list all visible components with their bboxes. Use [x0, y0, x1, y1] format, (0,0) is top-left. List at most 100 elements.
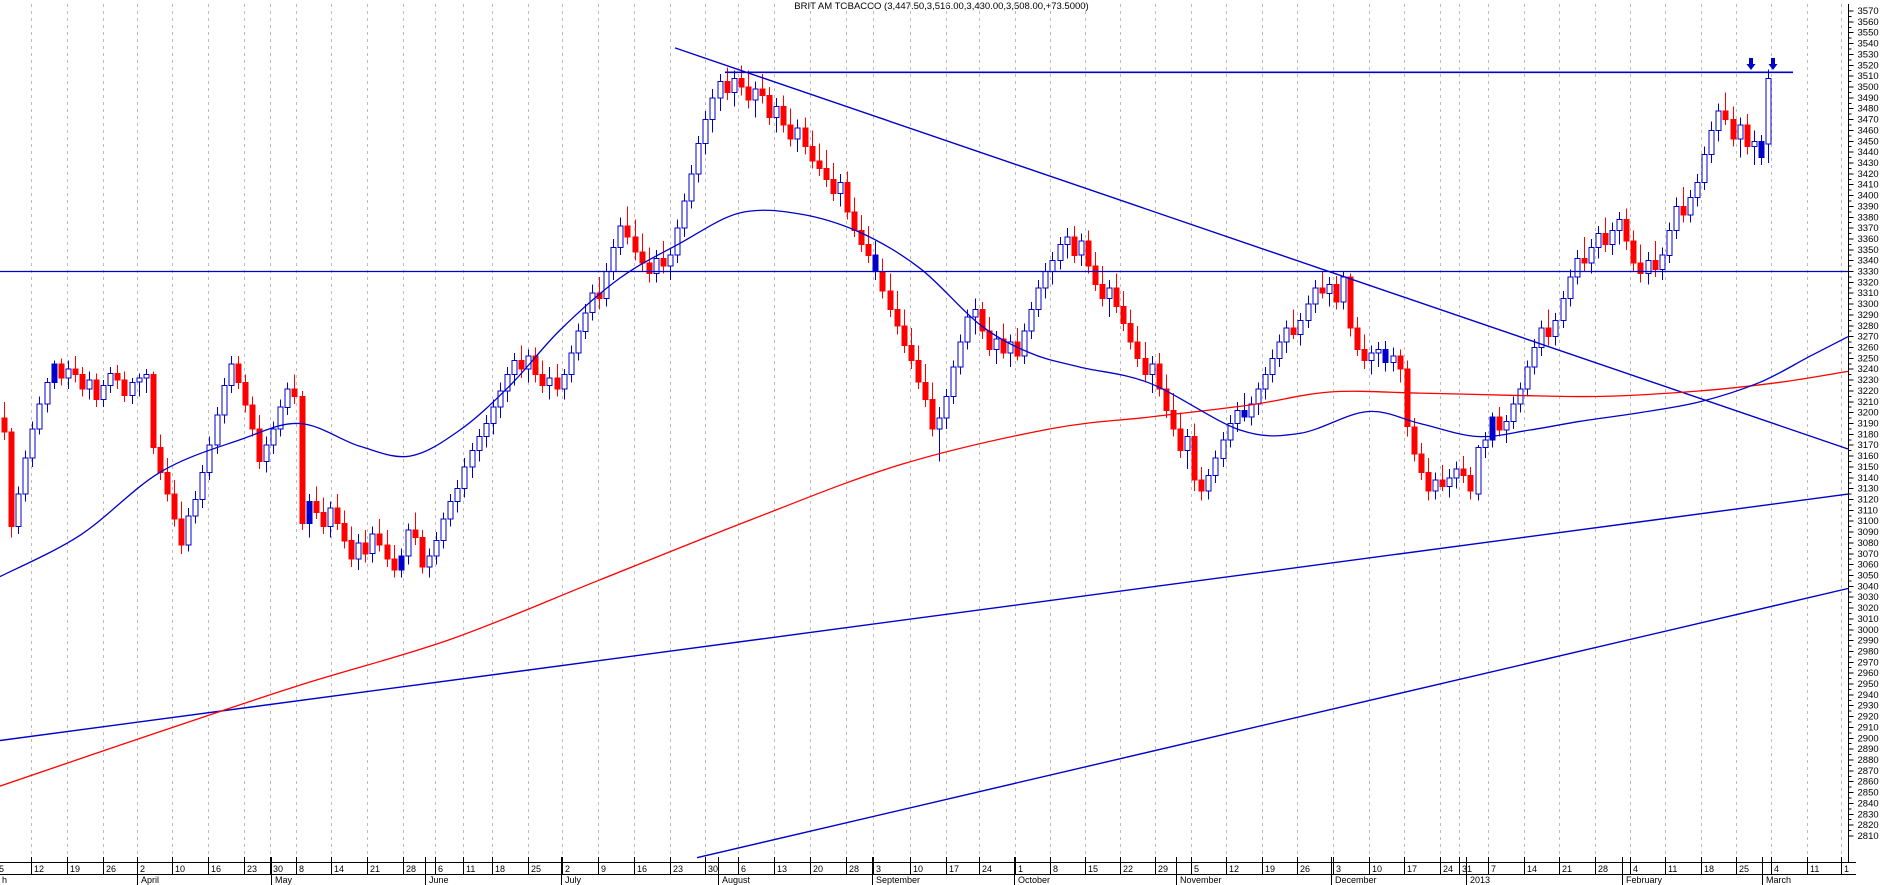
price-tick-label: 2960	[1858, 668, 1879, 679]
annotation-arrows	[1746, 58, 1778, 70]
price-tick-label: 3250	[1858, 353, 1879, 364]
price-tick-label: 3260	[1858, 343, 1879, 354]
price-tick-label: 2820	[1858, 820, 1879, 831]
week-tick-label: 14	[334, 864, 344, 874]
price-tick-label: 2950	[1858, 679, 1879, 690]
week-tick-label: 21	[1562, 864, 1572, 874]
price-tick-label: 3480	[1858, 104, 1879, 115]
month-label: August	[722, 875, 751, 885]
week-tick-label: 17	[1407, 864, 1417, 874]
price-tick-label: 3430	[1858, 158, 1879, 169]
week-tick-label: 20	[813, 864, 823, 874]
price-tick-label: 3320	[1858, 277, 1879, 288]
price-tick-label: 3530	[1858, 49, 1879, 60]
month-label: November	[1180, 875, 1222, 885]
price-tick-label: 3410	[1858, 180, 1879, 191]
week-tick-label: 13	[777, 864, 787, 874]
month-label: June	[429, 875, 449, 885]
price-tick-label: 3560	[1858, 17, 1879, 28]
price-tick-label: 3400	[1858, 191, 1879, 202]
price-tick-label: 2840	[1858, 798, 1879, 809]
week-tick-label: 24	[1443, 864, 1453, 874]
price-tick-label: 2880	[1858, 755, 1879, 766]
price-tick-label: 3380	[1858, 212, 1879, 223]
week-tick-label: 6	[741, 864, 746, 874]
month-label: March	[1766, 875, 1791, 885]
price-tick-label: 2940	[1858, 690, 1879, 701]
price-tick-label: 3080	[1858, 538, 1879, 549]
down-arrow-icon	[1746, 58, 1756, 70]
week-tick-label: 23	[247, 864, 257, 874]
price-tick-label: 3340	[1858, 256, 1879, 267]
price-axis: 2810282028302840285028602870288028902900…	[1848, 4, 1879, 862]
price-tick-label: 3290	[1858, 310, 1879, 321]
price-tick-label: 3130	[1858, 484, 1879, 495]
week-tick-label: 10	[175, 864, 185, 874]
price-tick-label: 3040	[1858, 581, 1879, 592]
price-tick-label: 3090	[1858, 527, 1879, 538]
price-tick-label: 3370	[1858, 223, 1879, 234]
price-tick-label: 3540	[1858, 39, 1879, 50]
week-tick-label: 11	[1810, 864, 1819, 874]
price-tick-label: 3500	[1858, 82, 1879, 93]
price-tick-label: 2890	[1858, 744, 1879, 755]
week-tick-label: 10	[913, 864, 923, 874]
month-label: February	[1626, 875, 1663, 885]
price-tick-label: 3220	[1858, 386, 1879, 397]
week-tick-label: 31	[1462, 864, 1472, 874]
month-label: July	[565, 875, 582, 885]
price-tick-label: 3190	[1858, 419, 1879, 430]
price-tick-label: 3570	[1858, 6, 1879, 17]
week-tick-label: 30	[708, 864, 718, 874]
week-tick-label: 3	[1336, 864, 1341, 874]
price-tick-label: 3000	[1858, 625, 1879, 636]
week-tick-label: 5	[0, 864, 4, 874]
price-tick-label: 3350	[1858, 245, 1879, 256]
price-tick-label: 3110	[1858, 505, 1878, 516]
month-label: December	[1335, 875, 1377, 885]
price-tick-label: 3420	[1858, 169, 1879, 180]
week-tick-label: 26	[1300, 864, 1310, 874]
month-label: May	[275, 875, 293, 885]
trendline-up-steep	[696, 587, 1849, 859]
price-tick-label: 3060	[1858, 560, 1879, 571]
price-tick-label: 3440	[1858, 147, 1879, 158]
month-label: October	[1018, 875, 1050, 885]
week-tick-label: 22	[1123, 864, 1133, 874]
price-tick-label: 3180	[1858, 429, 1879, 440]
week-tick-label: 23	[673, 864, 683, 874]
price-tick-label: 3200	[1858, 408, 1879, 419]
week-tick-label: 4	[1774, 864, 1779, 874]
week-tick-label: 28	[406, 864, 416, 874]
trendline-down	[674, 47, 1849, 450]
week-tick-label: 24	[982, 864, 992, 874]
price-tick-label: 3510	[1858, 71, 1879, 82]
trendlines	[0, 47, 1849, 859]
month-label: April	[141, 875, 159, 885]
price-tick-label: 3230	[1858, 375, 1879, 386]
price-tick-label: 3150	[1858, 462, 1879, 473]
week-tick-label: 8	[299, 864, 304, 874]
price-tick-label: 3020	[1858, 603, 1879, 614]
price-tick-label: 3280	[1858, 321, 1879, 332]
price-tick-label: 2850	[1858, 788, 1879, 799]
price-tick-label: 2990	[1858, 636, 1879, 647]
week-tick-label: 25	[531, 864, 541, 874]
week-tick-label: 28	[849, 864, 859, 874]
down-arrow-icon	[1768, 58, 1778, 70]
price-tick-label: 3170	[1858, 440, 1879, 451]
price-tick-label: 2870	[1858, 766, 1879, 777]
week-tick-label: 18	[495, 864, 505, 874]
week-tick-label: 28	[1598, 864, 1608, 874]
month-label: h	[2, 875, 7, 885]
week-tick-label: 9	[601, 864, 606, 874]
date-axis: 5 12 19 26 2 10 16 23 30 8 14 21 28 6 11 18 25 2 9 16 23 30 6 1…	[0, 857, 1856, 885]
price-tick-label: 3070	[1858, 549, 1879, 560]
candles-layer	[1, 65, 1772, 578]
price-tick-label: 2830	[1858, 809, 1879, 820]
week-tick-label: 19	[70, 864, 80, 874]
week-tick-label: 11	[466, 864, 475, 874]
week-tick-label: 2	[565, 864, 570, 874]
